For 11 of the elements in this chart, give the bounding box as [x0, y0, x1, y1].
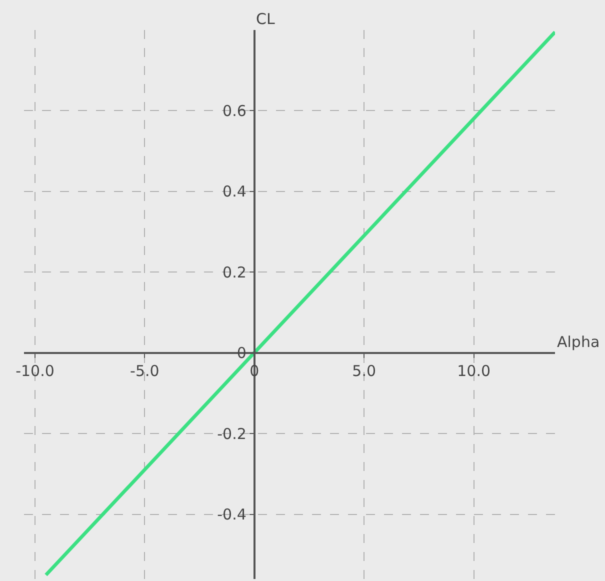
y-axis-title: CL [256, 10, 276, 28]
x-axis-title: Alpha [557, 333, 600, 351]
y-tick-label: 0.2 [222, 263, 246, 282]
y-tick-label: -0.2 [217, 424, 246, 443]
x-tick-label: 5.0 [352, 362, 376, 380]
x-tick-label: 10.0 [457, 362, 491, 380]
x-tick-label: -10.0 [16, 362, 54, 380]
y-tick-label: 0.6 [222, 102, 246, 120]
x-tick-label: -5.0 [130, 362, 160, 380]
y-tick-label: 0.4 [222, 182, 246, 201]
y-tick-label: -0.4 [217, 506, 246, 524]
